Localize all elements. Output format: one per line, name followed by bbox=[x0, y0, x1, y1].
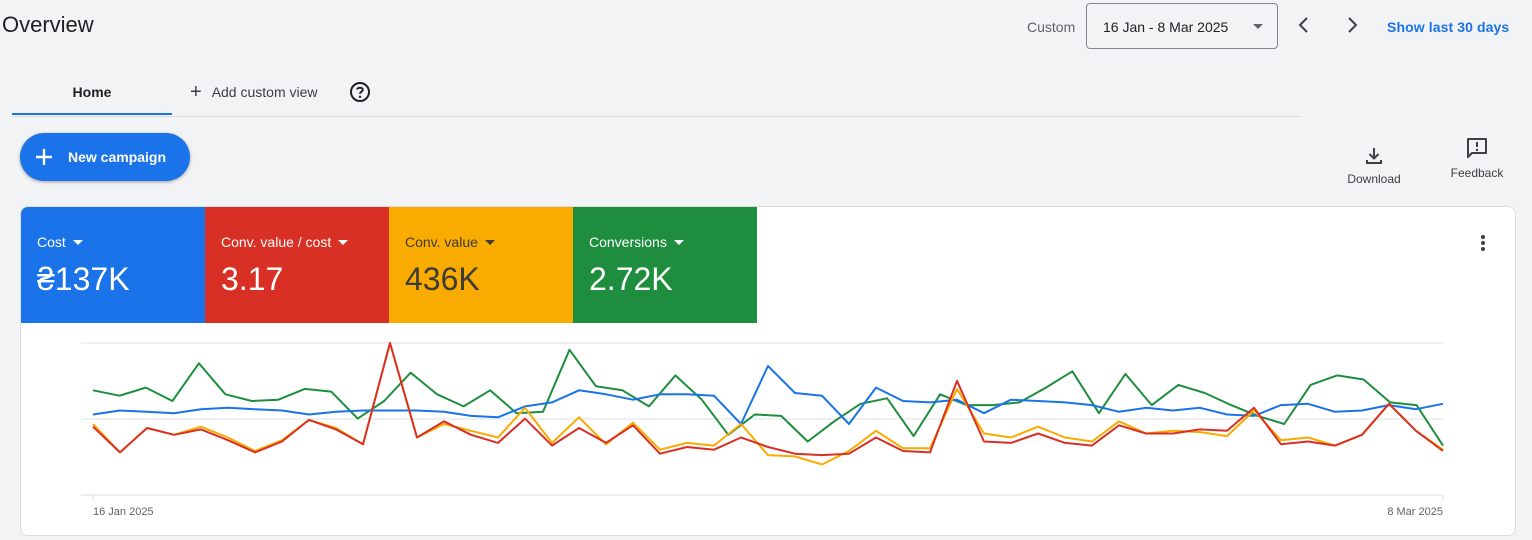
metric-value: ₴137K bbox=[37, 261, 130, 297]
metric-value: 436K bbox=[405, 261, 480, 297]
dropdown-arrow-icon bbox=[338, 239, 349, 245]
x-axis-start-label: 16 Jan 2025 bbox=[93, 506, 154, 518]
metric-conv-value[interactable]: Conv. value 436K bbox=[389, 207, 573, 323]
series-layer bbox=[92, 342, 1444, 466]
chevron-right-icon bbox=[1348, 17, 1358, 33]
plus-icon bbox=[36, 149, 52, 165]
date-range-select[interactable]: 16 Jan - 8 Mar 2025 bbox=[1086, 3, 1278, 49]
previous-period-button[interactable] bbox=[1292, 13, 1316, 37]
dropdown-caret-icon bbox=[1253, 24, 1263, 29]
download-button[interactable]: Download bbox=[1339, 146, 1409, 186]
metric-label: Cost bbox=[37, 234, 83, 250]
more-options-icon[interactable] bbox=[1475, 233, 1491, 253]
range-type-label: Custom bbox=[1027, 19, 1076, 35]
dropdown-arrow-icon bbox=[673, 239, 684, 245]
next-period-button[interactable] bbox=[1340, 13, 1364, 37]
feedback-icon bbox=[1467, 138, 1487, 158]
metric-conv-value-per-cost[interactable]: Conv. value / cost 3.17 bbox=[205, 207, 389, 323]
date-range-value: 16 Jan - 8 Mar 2025 bbox=[1103, 19, 1229, 35]
metric-value: 3.17 bbox=[221, 261, 284, 297]
performance-line-chart: 16 Jan 2025 8 Mar 2025 bbox=[81, 342, 1444, 518]
metric-label: Conv. value bbox=[405, 234, 495, 250]
view-tabs: Home + Add custom view bbox=[12, 70, 1300, 117]
page-title: Overview bbox=[2, 12, 94, 37]
feedback-button[interactable]: Feedback bbox=[1442, 137, 1512, 180]
performance-card: Cost ₴137K Conv. value / cost 3.17 Conv.… bbox=[20, 206, 1516, 536]
tab-home[interactable]: Home bbox=[12, 70, 172, 115]
download-label: Download bbox=[1347, 172, 1401, 186]
metric-conversions[interactable]: Conversions 2.72K bbox=[573, 207, 757, 323]
x-axis-end-label: 8 Mar 2025 bbox=[1387, 506, 1443, 518]
help-icon[interactable] bbox=[349, 81, 371, 103]
series-line-conversions bbox=[92, 348, 1444, 447]
dropdown-arrow-icon bbox=[72, 239, 83, 245]
show-last-30-days-link[interactable]: Show last 30 days bbox=[1387, 19, 1510, 35]
plus-icon: + bbox=[190, 81, 202, 103]
new-campaign-button[interactable]: New campaign bbox=[20, 133, 190, 181]
new-campaign-label: New campaign bbox=[68, 149, 167, 165]
metric-cost[interactable]: Cost ₴137K bbox=[21, 207, 205, 323]
metric-label: Conversions bbox=[589, 234, 684, 250]
download-icon bbox=[1366, 148, 1382, 164]
chevron-left-icon bbox=[1298, 17, 1308, 33]
add-custom-view-label: Add custom view bbox=[211, 84, 318, 100]
dropdown-arrow-icon bbox=[484, 239, 495, 245]
series-line-conv-value-cost bbox=[92, 342, 1444, 457]
add-custom-view-button[interactable]: + Add custom view bbox=[190, 70, 318, 114]
metric-label: Conv. value / cost bbox=[221, 234, 349, 250]
series-line-cost bbox=[92, 365, 1444, 425]
metric-value: 2.72K bbox=[589, 261, 673, 297]
feedback-label: Feedback bbox=[1450, 166, 1504, 180]
